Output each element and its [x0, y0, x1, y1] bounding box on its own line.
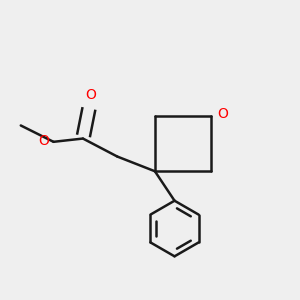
Text: O: O	[86, 88, 97, 102]
Text: O: O	[38, 134, 49, 148]
Text: O: O	[218, 107, 229, 121]
